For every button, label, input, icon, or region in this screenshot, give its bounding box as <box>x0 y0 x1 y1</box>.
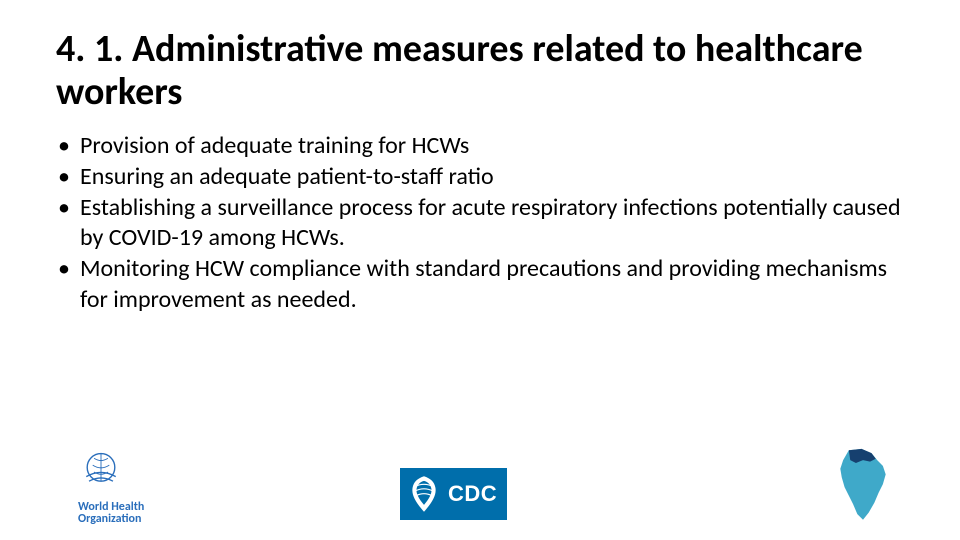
bullet-list: • Provision of adequate training for HCW… <box>56 131 904 315</box>
who-label-line2: Organization <box>78 512 141 526</box>
cdc-badge: CDC <box>400 468 507 520</box>
bullet-text: Establishing a surveillance process for … <box>80 193 904 254</box>
bullet-text: Monitoring HCW compliance with standard … <box>80 254 904 315</box>
bullet-icon: • <box>56 193 80 224</box>
hhs-eagle-icon <box>406 474 442 514</box>
logo-row: World Health Organization CDC <box>0 446 960 526</box>
slide: 4. 1. Administrative measures related to… <box>0 0 960 540</box>
list-item: • Ensuring an adequate patient-to-staff … <box>56 162 904 193</box>
who-logo: World Health Organization <box>78 449 144 526</box>
list-item: • Monitoring HCW compliance with standar… <box>56 254 904 315</box>
bullet-icon: • <box>56 131 80 162</box>
cdc-label: CDC <box>448 481 497 507</box>
list-item: • Provision of adequate training for HCW… <box>56 131 904 162</box>
who-emblem-icon <box>78 449 124 495</box>
africa-logo <box>826 446 900 524</box>
bullet-icon: • <box>56 254 80 285</box>
list-item: • Establishing a surveillance process fo… <box>56 193 904 254</box>
who-label: World Health Organization <box>78 501 144 526</box>
cdc-logo: CDC <box>400 468 507 520</box>
bullet-text: Ensuring an adequate patient-to-staff ra… <box>80 162 904 193</box>
bullet-text: Provision of adequate training for HCWs <box>80 131 904 162</box>
africa-map-icon <box>826 446 900 524</box>
slide-title: 4. 1. Administrative measures related to… <box>56 28 904 113</box>
bullet-icon: • <box>56 162 80 193</box>
